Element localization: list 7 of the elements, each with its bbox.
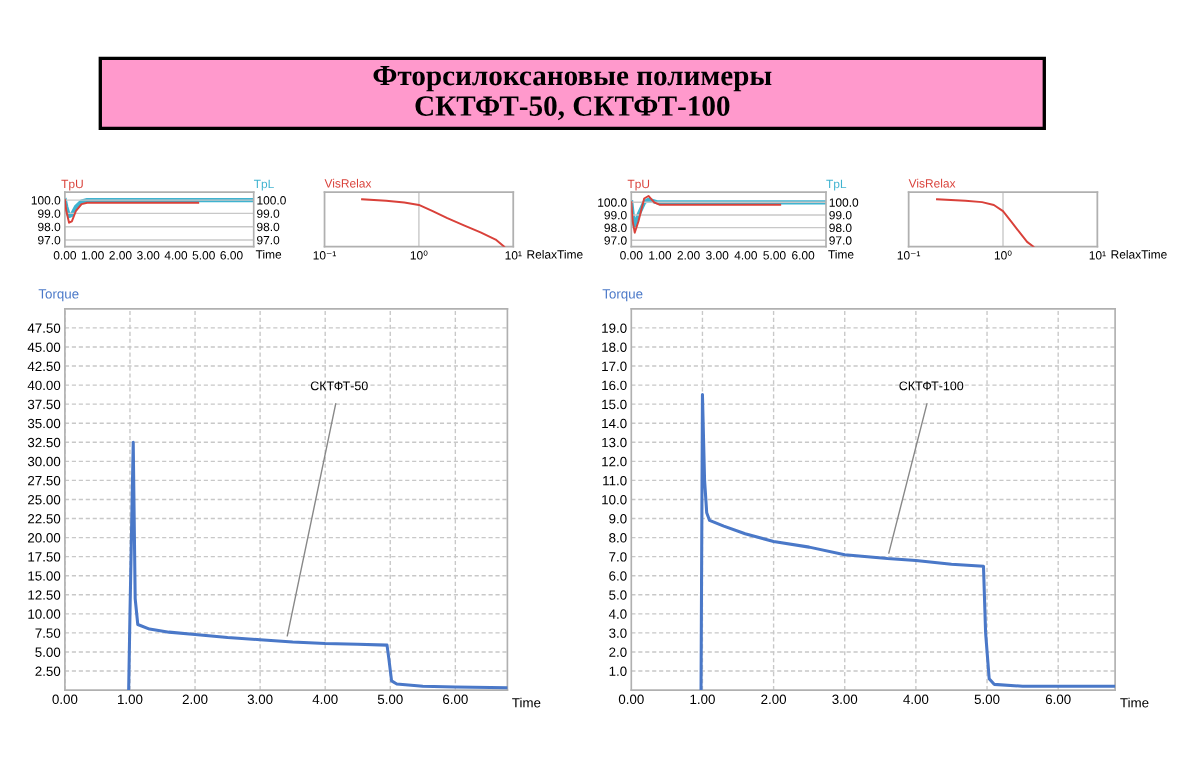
- line-series: [699, 393, 1116, 691]
- line-series: [631, 195, 782, 234]
- line-series: [127, 440, 508, 691]
- line-series: [64, 199, 200, 224]
- line-series: [64, 198, 254, 219]
- text: Фторсилоксановые полимеры СКТФТ-50, СКТФТ-100: [373, 66, 772, 121]
- line-series: [631, 197, 826, 229]
